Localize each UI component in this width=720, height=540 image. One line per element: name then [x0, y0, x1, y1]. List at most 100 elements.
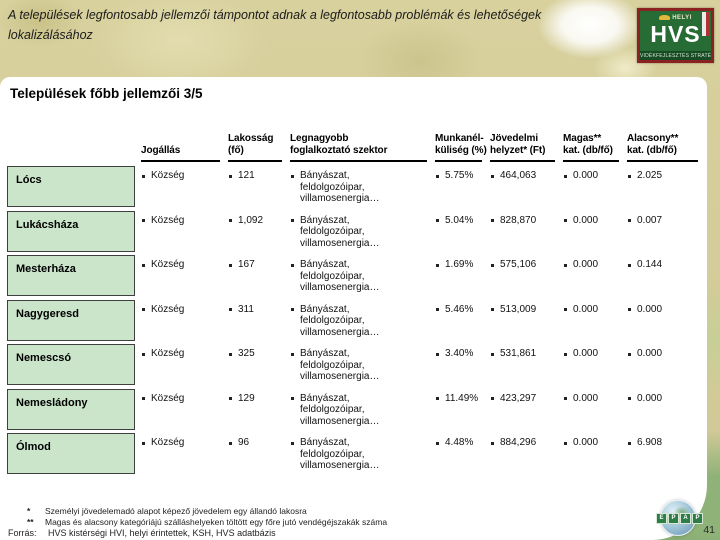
bullet-icon [142, 219, 145, 222]
bullet-icon [229, 397, 232, 400]
bullet-icon [491, 308, 494, 311]
bullet-icon [291, 174, 294, 178]
bullet-icon [491, 263, 494, 267]
settlement-name-box: Nemesládony [7, 388, 135, 430]
cell-magas: 0.000 [563, 344, 627, 385]
bullet-icon [142, 352, 145, 356]
cell-lakossag: 96 [228, 433, 290, 474]
hungarian-flag-icon [702, 12, 710, 36]
table-row: Nemescsó Község 325 Bányászat, feldolgoz… [7, 344, 700, 385]
cell-lakossag: 1,092 [228, 211, 290, 252]
bullet-icon [229, 352, 232, 356]
hvs-logo: HELYI HVS VIDÉKFEJLESZTÉS STRATÉGIA [637, 8, 714, 63]
settlement-name-box: Ólmod [7, 433, 135, 474]
cell-munkanelkuliseg: 1.69% [435, 255, 490, 296]
col-header-szektor: Legnagyobb foglalkoztató szektor [290, 133, 427, 162]
table-row: Lócs Község 121 Bányászat, feldolgozóipa… [7, 166, 700, 207]
bullet-icon [291, 352, 294, 356]
bullet-icon [142, 174, 145, 178]
bullet-icon [229, 263, 232, 267]
cell-munkanelkuliseg: 4.48% [435, 433, 490, 474]
bullet-icon [564, 263, 567, 267]
cell-szektor: Bányászat, feldolgozóipar, villamosenerg… [290, 300, 435, 341]
bullet-icon [436, 263, 439, 267]
bullet-icon [291, 263, 294, 267]
cell-alacsony: 0.000 [627, 344, 700, 385]
bullet-icon [291, 397, 294, 400]
cell-munkanelkuliseg: 5.04% [435, 211, 490, 252]
bullet-icon [628, 308, 631, 311]
epap-logo: E P A P [656, 500, 703, 536]
cell-magas: 0.000 [563, 166, 627, 207]
cell-lakossag: 311 [228, 300, 290, 341]
bullet-icon [142, 397, 145, 400]
cell-jovedelem: 464,063 [490, 166, 563, 207]
table-row: Ólmod Község 96 Bányászat, feldolgozóipa… [7, 433, 700, 474]
cell-alacsony: 0.007 [627, 211, 700, 252]
col-header-jovedelem: Jövedelmi helyzet* (Ft) [490, 133, 555, 162]
epap-letters: E P A P [656, 513, 703, 524]
col-header-lakossag: Lakosság (fő) [228, 133, 282, 162]
cell-jovedelem: 531,861 [490, 344, 563, 385]
settlement-name-box: Nemescsó [7, 344, 135, 385]
bullet-icon [491, 219, 494, 222]
page-title: Települések főbb jellemzői 3/5 [10, 86, 203, 101]
cell-jogallas: Község [141, 389, 228, 430]
cell-magas: 0.000 [563, 211, 627, 252]
table-row: Lukácsháza Község 1,092 Bányászat, feldo… [7, 210, 700, 252]
table-body: Lócs Község 121 Bányászat, feldolgozóipa… [7, 166, 700, 474]
bullet-icon [564, 174, 567, 178]
source-line: Forrás: HVS kistérségi HVI, helyi érintet… [8, 528, 276, 538]
cell-alacsony: 2.025 [627, 166, 700, 207]
cell-alacsony: 0.000 [627, 300, 700, 341]
cell-munkanelkuliseg: 5.46% [435, 300, 490, 341]
cell-jovedelem: 884,296 [490, 433, 563, 474]
settlement-name-box: Lukácsháza [7, 210, 135, 252]
footnote-1: * Személyi jövedelemadó alapot képező jöv… [27, 506, 307, 516]
cell-jovedelem: 513,009 [490, 300, 563, 341]
footnote-2-text: Magas és alacsony kategóriájú szálláshel… [45, 517, 388, 527]
bullet-icon [628, 219, 631, 222]
footnote-1-marker: * [27, 506, 31, 516]
bullet-icon [436, 308, 439, 311]
footnote-2-marker: ** [27, 517, 34, 527]
cell-munkanelkuliseg: 3.40% [435, 344, 490, 385]
cell-jogallas: Község [141, 433, 228, 474]
bullet-icon [564, 441, 567, 445]
col-header-magas: Magas** kat. (db/fő) [563, 133, 619, 162]
bullet-icon [628, 174, 631, 178]
table-row: Nagygeresd Község 311 Bányászat, feldolg… [7, 299, 700, 341]
cell-jovedelem: 575,106 [490, 255, 563, 296]
hvs-logo-top-label: HELYI [672, 14, 692, 21]
bullet-icon [564, 308, 567, 311]
cell-jovedelem: 828,870 [490, 211, 563, 252]
banner-headline: A települések legfontosabb jellemzői tám… [8, 8, 542, 42]
footnote-2: ** Magas és alacsony kategóriájú szállásh… [27, 517, 387, 527]
cell-szektor: Bányászat, feldolgozóipar, villamosenerg… [290, 344, 435, 385]
cell-lakossag: 167 [228, 255, 290, 296]
hvs-logo-subtitle: VIDÉKFEJLESZTÉS STRATÉGIA [640, 51, 711, 60]
cell-szektor: Bányászat, feldolgozóipar, villamosenerg… [290, 433, 435, 474]
cell-munkanelkuliseg: 5.75% [435, 166, 490, 207]
bullet-icon [628, 263, 631, 267]
wheat-icon [659, 15, 671, 20]
cell-alacsony: 0.144 [627, 255, 700, 296]
cell-lakossag: 325 [228, 344, 290, 385]
bullet-icon [229, 219, 232, 222]
bullet-icon [491, 441, 494, 445]
cell-szektor: Bányászat, feldolgozóipar, villamosenerg… [290, 211, 435, 252]
footnote-1-text: Személyi jövedelemadó alapot képező jöve… [45, 506, 307, 516]
col-header-jogallas: Jogállás [141, 145, 220, 162]
bullet-icon [436, 441, 439, 445]
bullet-icon [229, 174, 232, 178]
table-row: Mesterháza Község 167 Bányászat, feldolg… [7, 255, 700, 296]
bullet-icon [229, 308, 232, 311]
cell-magas: 0.000 [563, 433, 627, 474]
cell-alacsony: 0.000 [627, 389, 700, 430]
bullet-icon [291, 219, 294, 222]
bullet-icon [291, 441, 294, 445]
bullet-icon [436, 352, 439, 356]
cell-szektor: Bányászat, feldolgozóipar, villamosenerg… [290, 389, 435, 430]
bullet-icon [564, 397, 567, 400]
